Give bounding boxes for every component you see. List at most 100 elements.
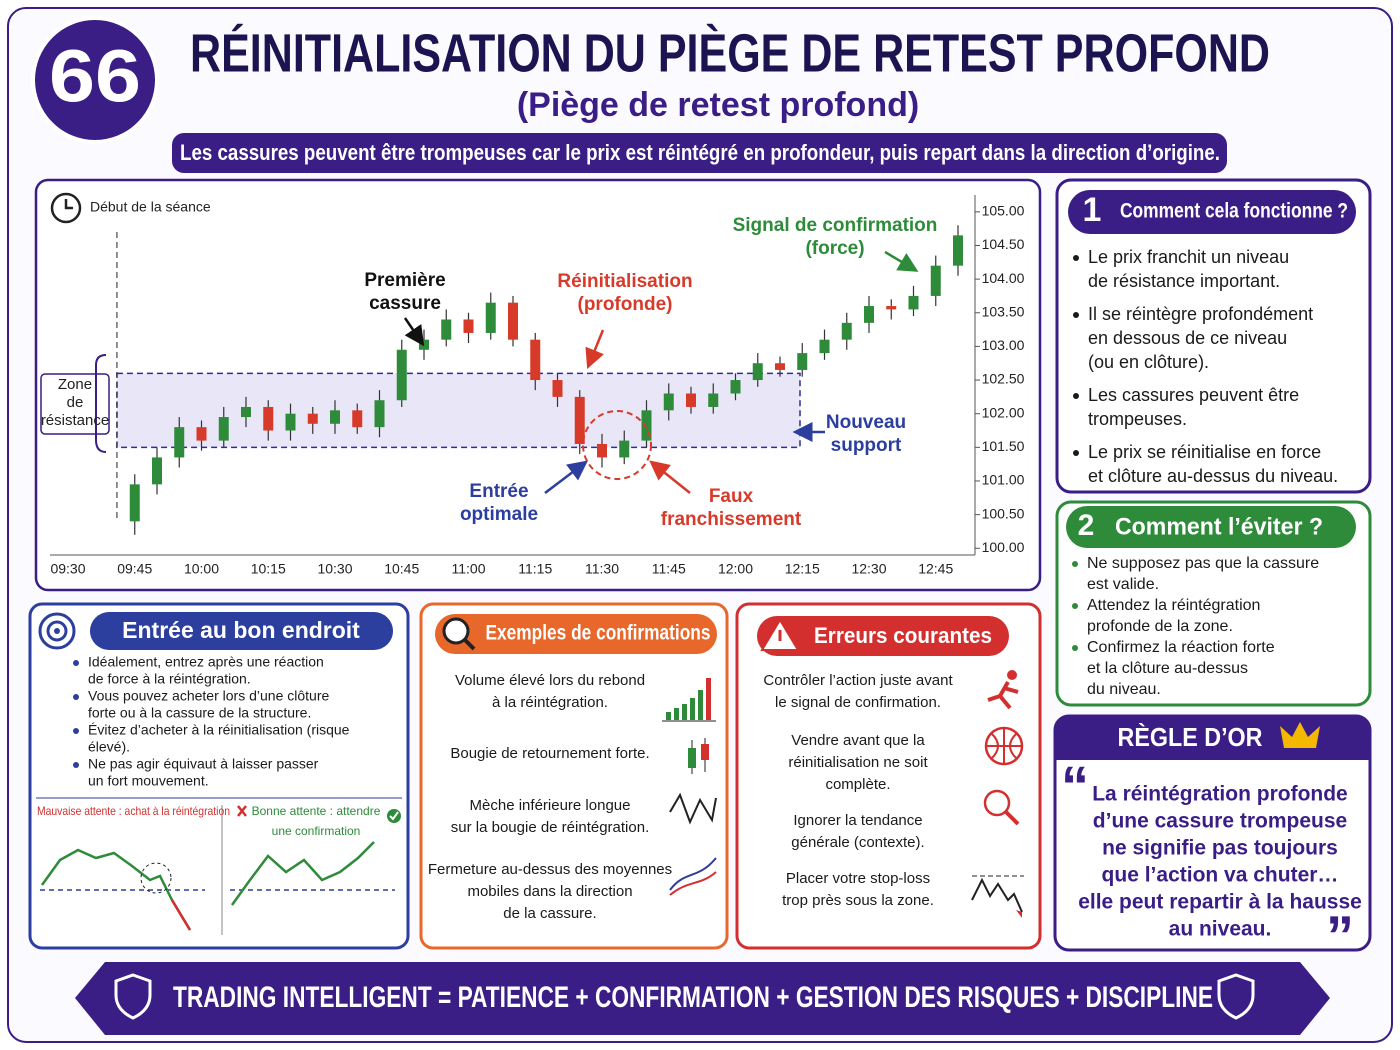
candle-body bbox=[908, 295, 919, 310]
number-badge bbox=[31, 16, 159, 144]
mistake-item: le signal de confirmation. bbox=[775, 694, 941, 711]
candle-body bbox=[530, 339, 541, 381]
ma-icon bbox=[669, 871, 717, 896]
bullet-text: un fort mouvement. bbox=[88, 773, 209, 789]
bullet-text: Il se réintègre profondément bbox=[1088, 304, 1313, 324]
bullet-dot bbox=[1072, 603, 1078, 609]
y-tick-label: 100.00 bbox=[982, 539, 1025, 555]
candle-body bbox=[730, 380, 741, 394]
content: 66 RÉINITIALISATION DU PIÈGE DE RETEST PR… bbox=[37, 23, 1362, 1014]
y-tick-label: 102.50 bbox=[982, 371, 1025, 387]
volume-bar bbox=[682, 704, 687, 720]
title: RÉINITIALISATION DU PIÈGE DE RETEST PROF… bbox=[190, 23, 1270, 83]
zone-bracket bbox=[95, 354, 107, 453]
resistance-zone bbox=[116, 372, 801, 449]
confirm-item: de la cassure. bbox=[503, 905, 596, 922]
confirm-item: sur la bougie de réintégration. bbox=[451, 819, 649, 836]
subtitle: (Piège de retest profond) bbox=[517, 86, 919, 124]
bullet-dot bbox=[1073, 312, 1079, 318]
crown-icon bbox=[1280, 722, 1320, 748]
target-icon bbox=[38, 612, 76, 650]
bullet-dot bbox=[73, 728, 79, 734]
confirm-panel bbox=[419, 602, 729, 950]
mistakes-header bbox=[757, 616, 1009, 656]
bullet-text: Ne supposez pas que la cassure bbox=[1087, 555, 1319, 572]
candle-body bbox=[819, 339, 830, 354]
x-tick-label: 11:45 bbox=[652, 561, 686, 577]
candle-body bbox=[663, 393, 674, 411]
y-tick-label: 103.50 bbox=[982, 303, 1025, 319]
bullet-dot bbox=[73, 660, 79, 666]
y-tick-label: 103.00 bbox=[982, 337, 1025, 353]
mistake-item: Placer votre stop-loss bbox=[786, 870, 930, 887]
annotation: Entrée bbox=[469, 481, 528, 502]
candle-body bbox=[688, 748, 696, 768]
x-tick-label: 12:00 bbox=[718, 561, 753, 577]
candle-body bbox=[396, 349, 407, 401]
x-tick-label: 10:15 bbox=[251, 561, 286, 577]
x-tick-label: 11:00 bbox=[452, 561, 486, 577]
avoid-panel bbox=[1055, 500, 1372, 707]
target-icon-center bbox=[54, 628, 60, 634]
confirm-item: Bougie de retournement forte. bbox=[450, 745, 649, 762]
bullet-text: profonde de la zone. bbox=[1087, 618, 1233, 635]
bullet-dot bbox=[1072, 561, 1078, 567]
bullet-text: Évitez d’acheter à la réinitialisation (… bbox=[88, 722, 350, 738]
bullet-dot bbox=[1073, 393, 1079, 399]
avoid-number: 2 bbox=[1078, 509, 1095, 542]
x-tick-label: 12:30 bbox=[851, 561, 886, 577]
target-icon-inner bbox=[46, 620, 68, 642]
y-tick-label: 100.50 bbox=[982, 505, 1025, 521]
y-tick-label: 101.00 bbox=[982, 472, 1025, 488]
banner bbox=[172, 133, 1227, 173]
mini-price-good bbox=[230, 841, 375, 906]
quote-line: d’une cassure trompeuse bbox=[1093, 810, 1347, 833]
candle-body bbox=[686, 393, 696, 407]
how-number: 1 bbox=[1083, 191, 1102, 229]
candle-body bbox=[708, 393, 719, 407]
bullet-text: Vous pouvez acheter lors d’une clôture bbox=[88, 688, 329, 704]
candle-body bbox=[597, 443, 607, 458]
shield-icon bbox=[114, 973, 152, 1020]
how-header bbox=[1068, 190, 1356, 234]
bullet-text: et clôture au-dessus du niveau. bbox=[1088, 466, 1338, 486]
candle-body bbox=[619, 440, 630, 458]
annotation: Signal de confirmation bbox=[733, 215, 938, 236]
candle-body bbox=[641, 410, 652, 441]
y-tick-label: 105.00 bbox=[982, 203, 1025, 219]
quote-close: ” bbox=[1326, 904, 1354, 967]
candle-body bbox=[307, 413, 318, 424]
candle-body bbox=[129, 484, 140, 522]
volume-bar bbox=[706, 678, 711, 720]
annotation: cassure bbox=[369, 293, 441, 314]
candle-body bbox=[886, 306, 897, 310]
bullet-text: de force à la réintégration. bbox=[88, 671, 251, 687]
y-tick-label: 102.00 bbox=[982, 404, 1025, 420]
mistakes-panel bbox=[735, 602, 1042, 950]
volume-bar bbox=[666, 712, 671, 720]
bullet-text: de résistance important. bbox=[1088, 271, 1280, 291]
bullet-text: Attendez la réintégration bbox=[1087, 597, 1260, 614]
bullet-text: trompeuses. bbox=[1088, 409, 1187, 429]
annotation: optimale bbox=[460, 504, 538, 525]
magnifier-icon bbox=[442, 617, 470, 645]
x-tick-label: 10:30 bbox=[317, 561, 352, 577]
candle-body bbox=[841, 322, 852, 340]
footer-banner bbox=[75, 962, 1330, 1035]
candle-icon bbox=[688, 738, 709, 774]
x-tick-label: 10:45 bbox=[384, 561, 419, 577]
mistake-item: générale (contexte). bbox=[791, 834, 924, 851]
x-tick-label: 11:30 bbox=[585, 561, 619, 577]
stop-arrow bbox=[1016, 910, 1022, 918]
candle-body bbox=[263, 406, 274, 431]
candle-body bbox=[485, 302, 496, 333]
mistake-item: Contrôler l’action juste avant bbox=[763, 672, 953, 689]
x-tick-label: 10:00 bbox=[184, 561, 219, 577]
avoid-title: Comment l’éviter ? bbox=[1115, 513, 1323, 540]
volume-bar bbox=[690, 698, 695, 720]
clock-search-handle bbox=[1004, 810, 1020, 826]
confirm-item: mobiles dans la direction bbox=[467, 883, 632, 900]
candle-body bbox=[441, 319, 452, 340]
candle-body bbox=[797, 353, 808, 370]
bullet-text: en dessous de ce niveau bbox=[1088, 328, 1287, 348]
